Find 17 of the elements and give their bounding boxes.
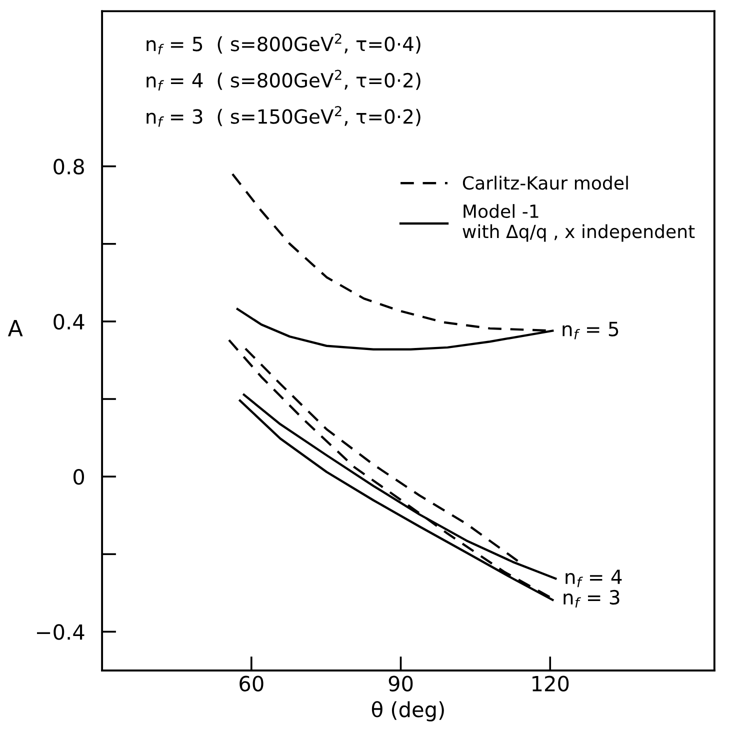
annotation: n$_{f}$ = 4 <box>566 570 622 588</box>
annotation: n$_{f}$ = 5 <box>562 322 618 340</box>
y-tick-label: 0.8 <box>54 158 84 175</box>
annotation: n$_{f}$ = 3 ( s=150GeV$^{2}$, τ=0·2) <box>146 106 420 127</box>
annotation: n$_{f}$ = 3 <box>564 590 620 608</box>
x-tick-label: 90 <box>388 676 413 692</box>
annotation: n$_{f}$ = 5 ( s=800GeV$^{2}$, τ=0·4) <box>146 34 420 54</box>
y-tick-label: 0.4 <box>54 314 84 330</box>
annotation: n$_{f}$ = 4 ( s=800GeV$^{2}$, τ=0·2) <box>146 70 420 91</box>
y-axis-title: A <box>8 320 23 336</box>
legend-label: Carlitz-Kaur model <box>462 176 628 190</box>
x-tick-label: 120 <box>532 676 569 692</box>
y-tick-label: 0 <box>74 469 84 485</box>
legend-label: Model -1 with Δq/q , x independent <box>462 204 695 242</box>
y-tick-label: −0.4 <box>37 624 84 640</box>
x-tick-label: 60 <box>240 676 264 692</box>
x-axis-title: θ (deg) <box>372 701 444 722</box>
